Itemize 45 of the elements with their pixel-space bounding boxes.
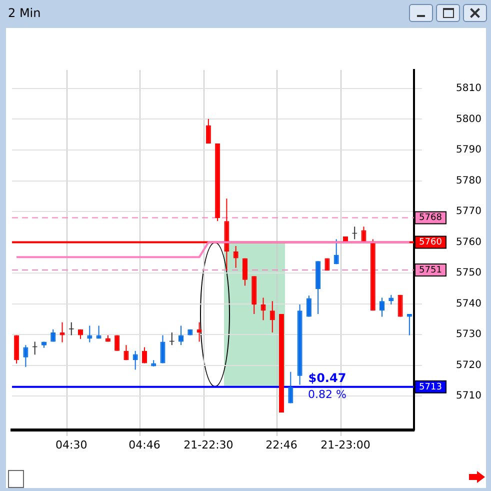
ref-line-label: 5751 bbox=[419, 265, 442, 276]
candlestick bbox=[160, 334, 166, 364]
candlestick bbox=[380, 297, 385, 318]
candlestick bbox=[306, 295, 312, 318]
y-tick-label: 5800 bbox=[456, 114, 482, 125]
chart-title: 2 Min bbox=[8, 6, 41, 20]
annotation: $0.47 bbox=[308, 371, 346, 386]
candlestick bbox=[178, 325, 184, 346]
x-tick-label: 22:46 bbox=[266, 438, 298, 452]
ref-line-label: 5768 bbox=[419, 213, 442, 224]
annotation: 0.82 % bbox=[308, 388, 346, 401]
candlestick bbox=[288, 371, 294, 404]
candlestick bbox=[142, 346, 147, 364]
candlestick bbox=[206, 118, 211, 144]
candlestick bbox=[233, 246, 238, 268]
candlestick bbox=[87, 325, 92, 343]
candlestick bbox=[334, 238, 339, 265]
y-tick-label: 5780 bbox=[456, 175, 482, 186]
candlestick bbox=[388, 294, 394, 305]
y-tick-label: 5790 bbox=[456, 144, 482, 156]
ref-line-label: 5713 bbox=[419, 382, 442, 392]
candlestick bbox=[124, 344, 129, 361]
candlestick bbox=[406, 314, 412, 336]
candlestick bbox=[361, 226, 366, 242]
x-tick-label: 21-22:30 bbox=[184, 438, 234, 452]
y-tick-label: 5770 bbox=[456, 206, 482, 218]
candlestick bbox=[14, 334, 20, 364]
y-tick-label: 5750 bbox=[456, 268, 482, 279]
y-tick-label: 5710 bbox=[456, 390, 482, 402]
y-tick-label: 5760 bbox=[456, 236, 482, 248]
candlestick bbox=[260, 297, 266, 321]
y-tick-label: 5720 bbox=[456, 360, 482, 371]
y-tick-label: 5810 bbox=[456, 83, 482, 94]
x-tick-label: 04:30 bbox=[56, 438, 88, 452]
candlestick bbox=[96, 325, 102, 340]
ref-line-label: 5760 bbox=[419, 238, 442, 248]
x-tick-label: 04:46 bbox=[128, 438, 160, 452]
candlestick bbox=[196, 322, 202, 342]
y-tick-label: 5730 bbox=[456, 329, 482, 340]
candlestick bbox=[23, 344, 28, 368]
candlestick bbox=[270, 300, 275, 333]
y-tick-label: 5740 bbox=[456, 298, 482, 310]
candlestick bbox=[242, 258, 248, 286]
candlestick bbox=[50, 328, 56, 342]
x-tick-label: 21-23:00 bbox=[320, 438, 370, 452]
